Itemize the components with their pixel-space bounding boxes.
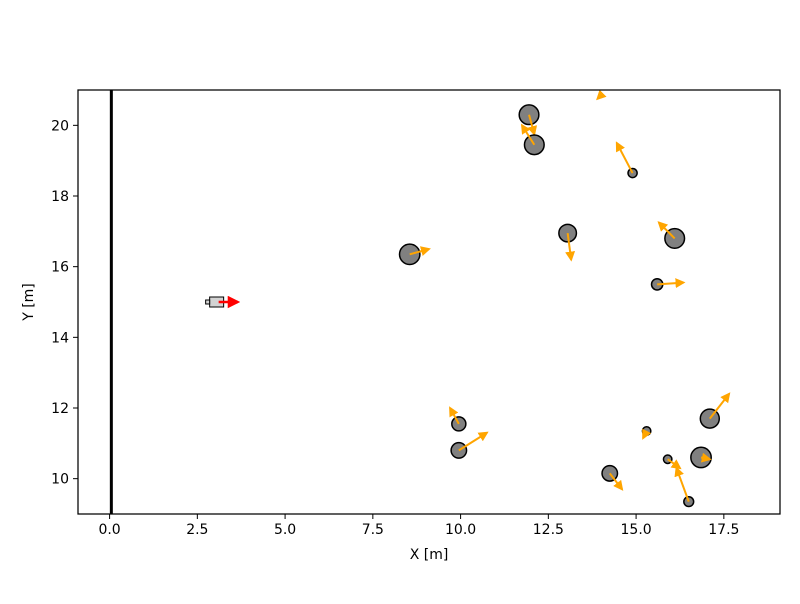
x-tick-label: 5.0 [274, 522, 296, 538]
obstacle-circle [699, 408, 721, 429]
robot-rear [205, 299, 211, 305]
x-tick-label: 17.5 [708, 522, 739, 538]
velocity-arrow [527, 114, 538, 137]
plot-marks [109, 89, 731, 514]
y-tick-label: 10 [51, 472, 69, 488]
velocity-arrow [520, 123, 536, 146]
velocity-arrow [565, 232, 576, 262]
velocity-arrow [596, 89, 607, 101]
x-axis-label: X [m] [410, 547, 449, 563]
y-tick-label: 20 [51, 118, 69, 134]
y-tick-label: 14 [51, 330, 69, 346]
velocity-arrow [615, 141, 634, 174]
x-tick-label: 7.5 [362, 522, 384, 538]
obstacle-circle [518, 104, 540, 126]
velocity-arrow [458, 431, 489, 452]
x-tick-label: 15.0 [621, 522, 652, 538]
y-tick-label: 12 [51, 401, 69, 417]
x-tick-label: 10.0 [445, 522, 476, 538]
y-tick-label: 16 [51, 260, 69, 276]
y-axis-label: Y [m] [21, 283, 37, 322]
velocity-arrow [657, 221, 676, 240]
velocity-arrow [449, 406, 460, 425]
obstacle-circle [450, 441, 468, 459]
velocity-arrow [642, 428, 652, 440]
x-tick-label: 12.5 [533, 522, 564, 538]
y-tick-label: 18 [51, 189, 69, 205]
obstacle-circle [451, 416, 467, 432]
axes-frame [77, 89, 781, 515]
x-tick-label: 2.5 [186, 522, 208, 538]
velocity-arrow [657, 278, 686, 289]
velocity-arrow [700, 452, 712, 463]
velocity-arrow [608, 472, 624, 491]
velocity-arrow [709, 392, 731, 420]
y-axis-ticks: 10 12 14 16 18 20 [51, 118, 78, 488]
x-tick-label: 0.0 [98, 522, 120, 538]
x-axis-ticks: 0.0 2.5 5.0 7.5 10.0 12.5 15.0 17.5 [98, 514, 739, 538]
velocity-arrow [674, 466, 690, 502]
velocity-arrow [409, 246, 431, 256]
